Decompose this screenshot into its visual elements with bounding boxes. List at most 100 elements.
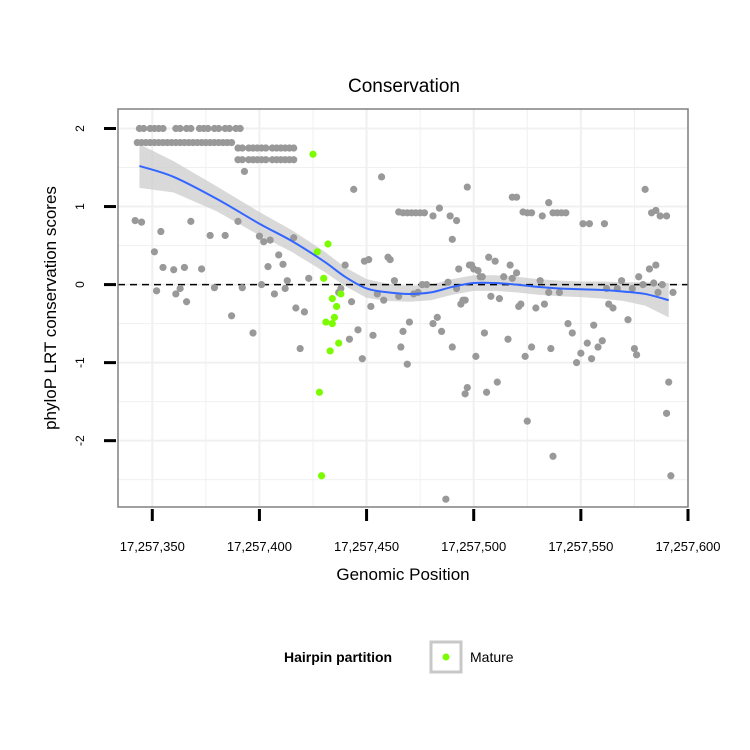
data-point [140, 124, 148, 133]
data-point [204, 124, 212, 133]
data-point [564, 320, 572, 328]
mature-point [320, 274, 328, 282]
legend-title: Hairpin partition [284, 649, 392, 665]
data-point [442, 495, 450, 503]
data-point [240, 167, 249, 176]
x-axis: 17,257,350 17,257,400 17,257,450 17,257,500… [120, 509, 721, 554]
data-point [508, 274, 516, 282]
data-point [227, 312, 236, 320]
data-point [367, 302, 375, 311]
data-point [279, 260, 287, 268]
data-point [455, 265, 463, 273]
data-point [380, 296, 388, 304]
mature-point [335, 339, 343, 347]
mature-point [313, 248, 321, 256]
data-point [266, 236, 274, 244]
data-point [358, 355, 366, 363]
data-point [654, 288, 662, 296]
data-point [500, 273, 508, 281]
data-point [290, 144, 298, 152]
data-point [292, 304, 300, 312]
data-point [461, 390, 469, 398]
data-point [656, 212, 664, 220]
x-tick-label: 17,257,500 [441, 539, 506, 554]
data-point [598, 337, 606, 345]
data-point [538, 212, 546, 220]
data-point [512, 193, 521, 201]
data-point [437, 327, 446, 336]
data-point [572, 359, 581, 367]
data-point [435, 204, 444, 212]
data-point [444, 278, 452, 286]
data-point [152, 287, 161, 295]
x-tick-label: 17,257,600 [655, 539, 720, 554]
data-point [491, 257, 499, 265]
mature-point [328, 295, 336, 303]
data-point [658, 280, 666, 289]
data-point [429, 212, 437, 220]
data-point [187, 217, 195, 225]
y-tick-label: 1 [73, 203, 87, 210]
mature-point [332, 302, 341, 311]
data-point [157, 227, 165, 236]
data-point [478, 273, 486, 281]
data-point [337, 284, 345, 293]
confidence-band-layer [139, 144, 669, 318]
plot-panel [118, 109, 688, 507]
data-point [504, 335, 512, 343]
data-point [350, 185, 358, 193]
data-point [624, 316, 632, 324]
data-point [131, 216, 139, 225]
data-point [652, 206, 660, 215]
data-point [517, 300, 525, 308]
y-tick-label: 2 [73, 125, 87, 132]
data-point [532, 304, 540, 312]
data-point [487, 292, 495, 300]
points-layer [131, 124, 677, 503]
data-point [482, 388, 491, 396]
data-point [527, 343, 536, 351]
data-point [540, 300, 549, 308]
data-point [493, 378, 501, 386]
data-point [180, 263, 189, 272]
data-point [399, 327, 407, 336]
mature-point [317, 472, 326, 480]
data-point [669, 288, 677, 296]
data-point [536, 277, 544, 285]
data-point [264, 263, 272, 271]
data-point [463, 384, 471, 392]
data-point [206, 231, 214, 240]
data-point [632, 351, 641, 359]
data-point [594, 343, 602, 351]
legend-key-mature-point [442, 653, 450, 661]
data-point [662, 409, 671, 417]
data-point [137, 218, 146, 226]
data-point [290, 156, 298, 164]
data-point [234, 217, 242, 225]
data-point [176, 124, 184, 133]
data-point [290, 234, 298, 242]
data-point [480, 329, 489, 337]
data-point [170, 266, 178, 274]
data-point [590, 321, 598, 329]
data-point [461, 296, 469, 304]
data-point [545, 288, 553, 296]
data-point [283, 277, 291, 285]
data-point [617, 277, 626, 285]
mature-point [324, 240, 332, 248]
data-point [512, 269, 521, 277]
data-point [420, 209, 429, 217]
data-point [197, 265, 206, 273]
data-point [463, 183, 471, 191]
smooth-trend-line [139, 165, 669, 302]
mature-point [328, 320, 336, 328]
data-point [236, 124, 244, 133]
data-point [238, 284, 246, 292]
data-point [159, 263, 167, 272]
data-point [562, 209, 570, 217]
x-tick-label: 17,257,350 [120, 539, 185, 554]
data-point [446, 212, 454, 220]
data-point [665, 378, 673, 386]
data-point [365, 256, 373, 264]
